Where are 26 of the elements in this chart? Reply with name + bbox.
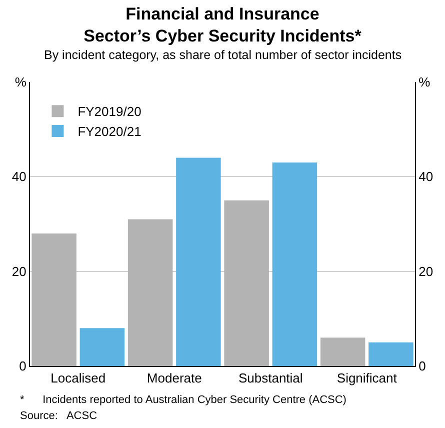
- bar: [176, 158, 221, 366]
- y-tick-label: %: [14, 74, 27, 90]
- x-tick-label: Significant: [336, 370, 398, 386]
- x-tick-label: Substantial: [238, 370, 303, 386]
- x-tick-label: Moderate: [146, 370, 202, 386]
- bar: [32, 233, 76, 366]
- bar: [128, 219, 173, 366]
- chart-title: Financial and Insurance Sector’s Cyber Security Incidents*: [84, 4, 362, 46]
- bar: [224, 200, 269, 366]
- y2-tick-label: %: [418, 74, 431, 90]
- legend-label: FY2020/21: [78, 124, 142, 140]
- bar: [368, 342, 414, 366]
- y2-tick-label: 40: [418, 169, 434, 184]
- bar: [272, 162, 318, 366]
- y-tick-label: 20: [12, 264, 26, 279]
- chart-subtitle: By incident category, as share of total number of sector incidents: [44, 48, 402, 62]
- x-tick-label: Localised: [50, 370, 106, 386]
- bar: [320, 338, 366, 366]
- bar: [80, 328, 125, 366]
- y-tick-label: 0: [19, 358, 26, 374]
- y-tick-label: 40: [12, 169, 26, 184]
- source-note: Source: ACSC: [20, 410, 98, 422]
- legend-label: FY2019/20: [78, 104, 142, 120]
- y2-tick-label: 20: [418, 264, 434, 279]
- y2-tick-label: 0: [418, 358, 426, 374]
- text: * Incidents reported to Australian Cyber Security Centre (ACSC): [20, 394, 346, 406]
